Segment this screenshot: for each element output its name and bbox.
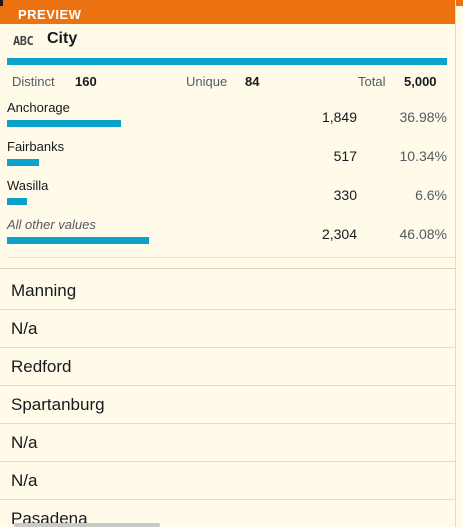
column-stats: Distinct 160 Unique 84 Total 5,000	[0, 72, 455, 92]
value-percent: 36.98%	[399, 109, 447, 125]
table-row[interactable]: Manning	[0, 272, 455, 310]
cell-value: N/a	[11, 319, 38, 338]
value-count: 330	[333, 187, 357, 203]
distinct-label: Distinct	[12, 74, 55, 89]
value-row[interactable]: Wasilla 330 6.6%	[0, 174, 455, 213]
divider	[7, 257, 455, 258]
column-quality-bar	[7, 58, 447, 65]
value-name: All other values	[7, 217, 96, 232]
value-row[interactable]: Anchorage 1,849 36.98%	[0, 96, 455, 135]
table-row[interactable]: Redford	[0, 348, 455, 386]
column-title: City	[47, 30, 78, 47]
value-distribution: Anchorage 1,849 36.98% Fairbanks 517 10.34% Wa…	[0, 96, 455, 252]
cell-value: N/a	[11, 433, 38, 452]
cell-value: N/a	[11, 471, 38, 490]
table-row[interactable]: N/a	[0, 310, 455, 348]
cell-value: Pasadena	[11, 509, 88, 527]
data-rows: Manning N/a Redford Spartanburg N/a N/a Pasade…	[0, 272, 455, 527]
distinct-value: 160	[75, 74, 97, 89]
value-percent: 46.08%	[399, 226, 447, 242]
preview-header: PREVIEW	[0, 6, 455, 24]
preview-label: PREVIEW	[18, 7, 82, 22]
cell-value: Redford	[11, 357, 72, 376]
value-name: Anchorage	[7, 100, 70, 115]
value-count: 1,849	[321, 109, 357, 125]
value-name: Wasilla	[7, 178, 49, 193]
value-row[interactable]: Fairbanks 517 10.34%	[0, 135, 455, 174]
table-row[interactable]: Pasadena	[0, 500, 455, 527]
value-count: 517	[333, 148, 357, 164]
horizontal-scrollbar[interactable]	[14, 523, 160, 527]
value-percent: 6.6%	[415, 187, 447, 203]
value-bar	[7, 237, 149, 244]
cell-value: Manning	[11, 281, 77, 300]
table-row[interactable]: N/a	[0, 462, 455, 500]
divider	[0, 268, 455, 269]
total-value: 5,000	[404, 74, 437, 89]
next-column-edge	[455, 0, 463, 527]
total-label: Total	[358, 74, 386, 89]
top-accent-strip	[0, 0, 455, 6]
value-bar	[7, 198, 27, 205]
value-name: Fairbanks	[7, 139, 65, 154]
table-row[interactable]: Spartanburg	[0, 386, 455, 424]
string-type-icon: ABC	[13, 34, 34, 48]
value-row[interactable]: All other values 2,304 46.08%	[0, 213, 455, 252]
next-column-accent	[456, 0, 463, 6]
value-percent: 10.34%	[399, 148, 447, 164]
cell-value: Spartanburg	[11, 395, 105, 414]
column-header[interactable]: ABC City	[0, 26, 455, 56]
value-bar	[7, 120, 121, 127]
value-count: 2,304	[321, 226, 357, 242]
unique-value: 84	[245, 74, 260, 89]
table-row[interactable]: N/a	[0, 424, 455, 462]
value-bar	[7, 159, 39, 166]
unique-label: Unique	[186, 74, 228, 89]
